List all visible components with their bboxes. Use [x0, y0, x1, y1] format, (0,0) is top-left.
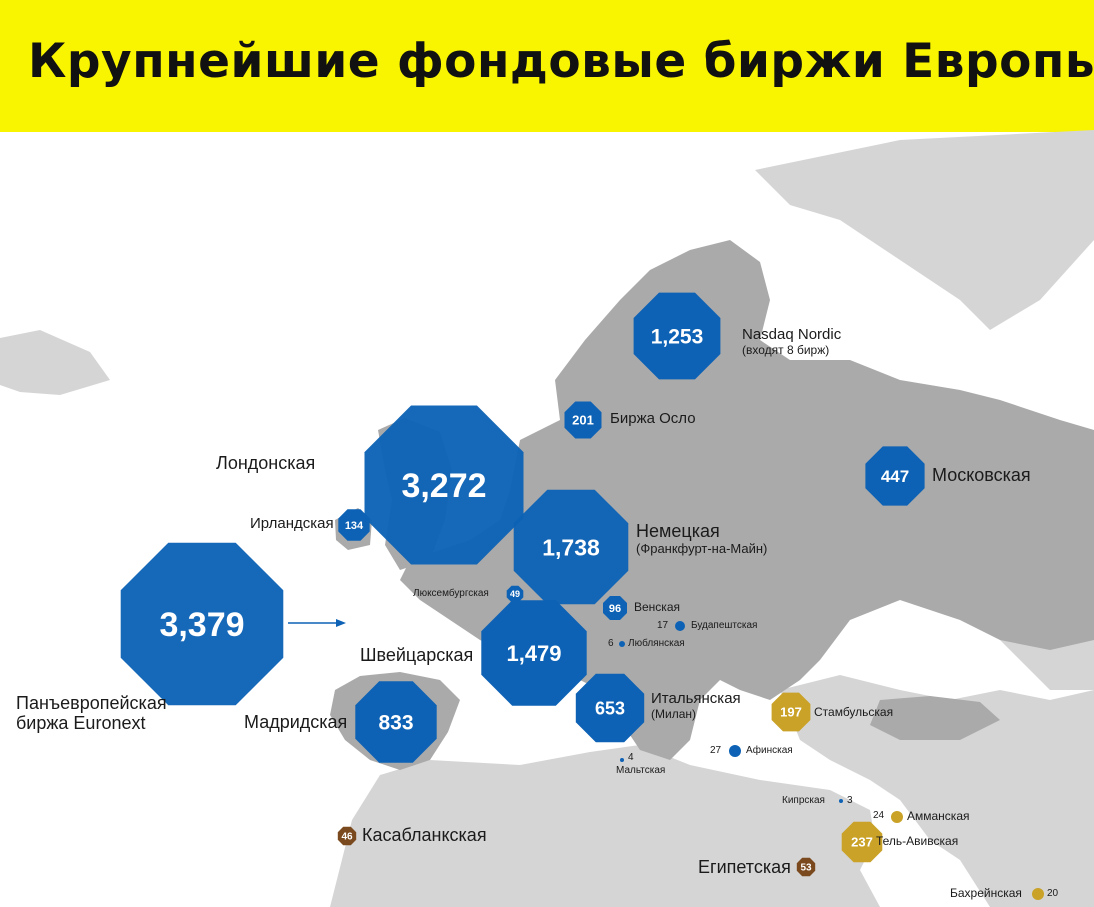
exchange-marker: [364, 405, 524, 565]
exchange-label: Египетская: [698, 857, 791, 877]
exchange-label: Мальтская: [616, 765, 666, 776]
exchange-value: 6: [608, 638, 614, 649]
exchange-label: Московская: [932, 465, 1031, 485]
exchange-value: 4: [628, 752, 634, 763]
exchange-label: Афинская: [746, 745, 793, 756]
exchange-label: Панъевропейская биржа Euronext: [16, 693, 167, 733]
exchange-sublabel: (входят 8 бирж): [742, 342, 830, 357]
exchange-value: 20: [1047, 888, 1059, 899]
exchange-value: 1,479: [506, 641, 561, 666]
exchange-value: 53: [800, 863, 812, 874]
exchange-label: Итальянская (Милан): [651, 690, 741, 721]
exchange-value: 27: [710, 745, 722, 756]
exchange-value: 1,253: [651, 326, 704, 349]
exchange-label: Бахрейнская: [950, 886, 1022, 900]
exchange-marker: [603, 596, 627, 620]
exchange-marker: [1032, 888, 1044, 900]
exchange-marker: [619, 641, 625, 647]
exchange-label: Тель-Авивская: [876, 834, 959, 848]
exchange-value: 653: [595, 698, 625, 718]
arrow-head: [336, 619, 346, 627]
exchange-marker: [513, 489, 629, 605]
exchange-marker: [771, 692, 811, 732]
exchange-marker: [564, 401, 602, 439]
exchange-label: Венская: [634, 600, 680, 614]
exchange-label: Касабланкская: [362, 825, 487, 845]
exchange-value: 17: [657, 620, 669, 631]
exchange-value: 201: [572, 413, 594, 428]
exchange-value: 3,272: [401, 467, 486, 505]
exchange-label: Биржа Осло: [610, 410, 696, 427]
exchange-value: 24: [873, 810, 885, 821]
exchange-label: Швейцарская: [360, 645, 474, 665]
exchange-label: Ирландская: [250, 515, 334, 532]
exchange-marker: [891, 811, 903, 823]
exchange-value: 237: [851, 835, 873, 850]
exchange-value: 833: [378, 712, 413, 735]
exchange-label: Амманская: [907, 809, 970, 823]
exchange-value: 49: [510, 589, 520, 599]
page-title: Крупнейшие фондовые биржи Европы: [28, 34, 1094, 89]
exchange-marker: [633, 292, 721, 380]
exchange-label: Кипрская: [782, 795, 825, 806]
exchange-marker: [481, 600, 587, 706]
exchange-value: 197: [780, 705, 802, 720]
exchange-sublabel: (Милан): [651, 706, 696, 721]
title-banner: Крупнейшие фондовые биржи Европы: [0, 0, 1094, 132]
exchange-label: Лондонская: [216, 453, 316, 473]
exchange-label: Стамбульская: [814, 705, 894, 719]
exchange-value: 447: [881, 467, 909, 486]
exchange-marker: [337, 826, 357, 846]
exchange-value: 1,738: [542, 534, 600, 560]
exchange-marker: [841, 821, 883, 863]
exchange-label: Люксембургская: [413, 588, 489, 599]
exchange-value: 96: [609, 603, 621, 615]
exchange-value: 3,379: [159, 606, 244, 644]
exchange-marker: [338, 509, 370, 541]
exchange-label: Nasdaq Nordic (входят 8 бирж): [742, 326, 842, 357]
exchange-value: 3: [847, 795, 853, 806]
exchange-marker: [355, 681, 437, 763]
exchange-marker: [865, 446, 925, 506]
exchange-value: 134: [345, 520, 364, 532]
exchange-marker: [120, 542, 284, 706]
exchange-label: Немецкая (Франкфурт-на-Майн): [636, 521, 768, 556]
exchange-marker: [675, 621, 685, 631]
exchange-value: 46: [341, 832, 353, 843]
exchange-marker: [506, 585, 524, 603]
exchange-label: Мадридская: [244, 712, 348, 732]
exchange-marker: [620, 758, 624, 762]
exchange-marker: [796, 857, 816, 877]
exchange-label: Люблянская: [628, 638, 685, 649]
exchange-marker: [729, 745, 741, 757]
exchange-marker: [575, 673, 645, 743]
exchange-sublabel: (Франкфурт-на-Майн): [636, 540, 768, 556]
exchange-label: Будапештская: [691, 620, 758, 631]
exchange-marker: [839, 799, 843, 803]
map-markers: 3,3793,2721,7381,4791,253833653447237201…: [120, 292, 1044, 900]
